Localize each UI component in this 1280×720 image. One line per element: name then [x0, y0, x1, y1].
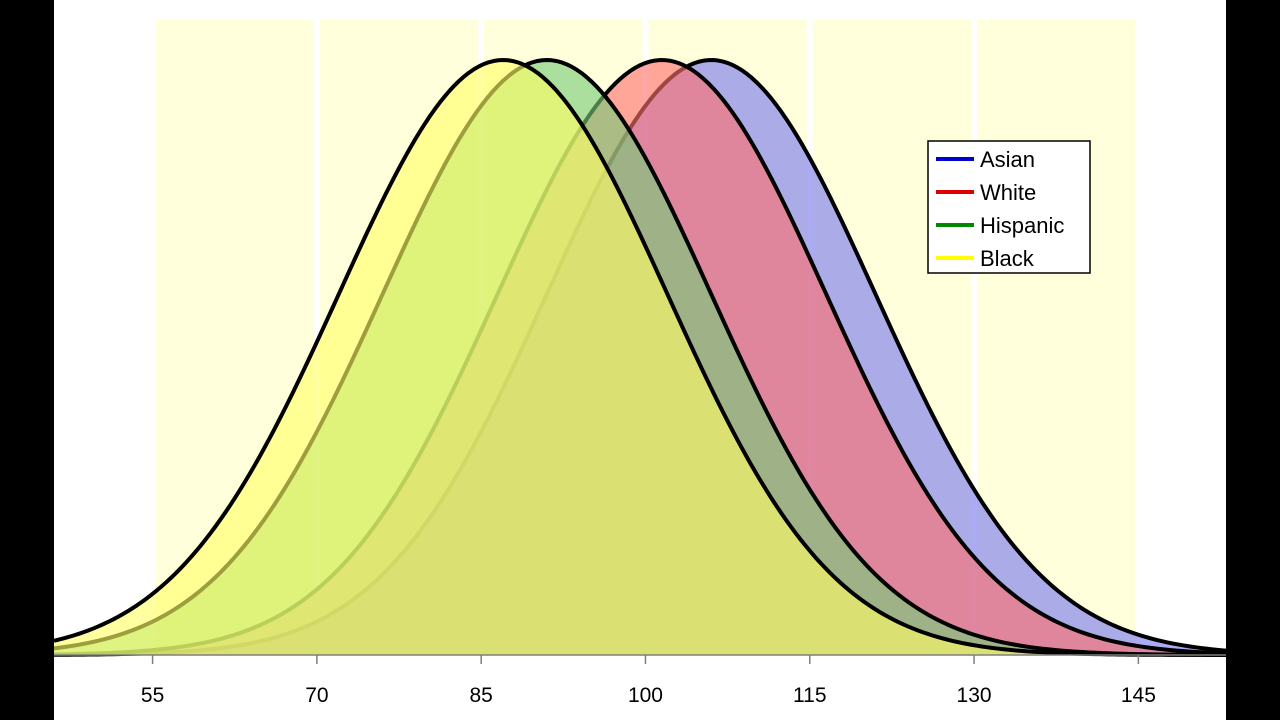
x-tick-label-85: 85 [469, 684, 492, 707]
x-tick-label-115: 115 [793, 684, 826, 707]
legend-label-asian: Asian [980, 147, 1035, 172]
curve-area-black [54, 60, 1226, 655]
x-tick-label-130: 130 [957, 684, 992, 707]
legend-box [927, 140, 1091, 274]
legend: Asian White Hispanic Black [927, 140, 1091, 274]
x-tick-label-55: 55 [141, 684, 164, 707]
x-tick-label-100: 100 [628, 684, 663, 707]
curves [53, 58, 1227, 657]
legend-label-black: Black [980, 246, 1035, 271]
curve-line-black [53, 58, 1226, 657]
legend-label-white: White [980, 180, 1036, 205]
x-ticks: 55 70 85 100 115 130 145 [141, 655, 1156, 707]
x-tick-label-70: 70 [305, 684, 328, 707]
x-tick-label-145: 145 [1121, 684, 1156, 707]
legend-label-hispanic: Hispanic [980, 213, 1064, 238]
